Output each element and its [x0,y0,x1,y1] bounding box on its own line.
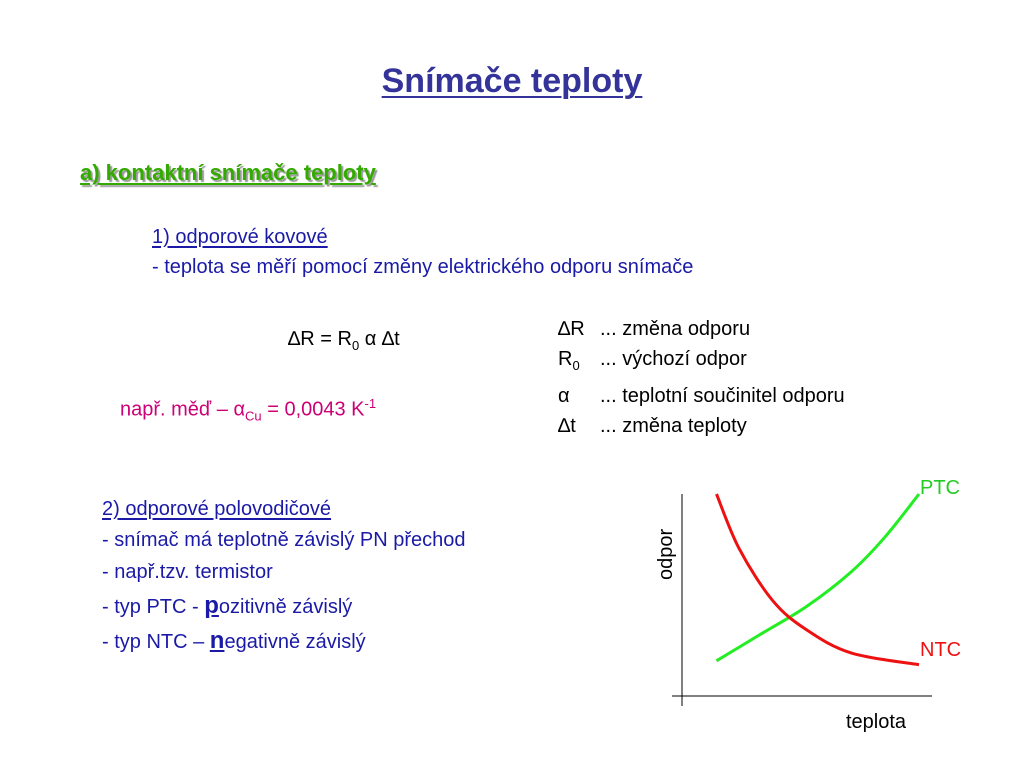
legend-symbol: R [558,348,573,370]
example-alpha: α [233,398,246,421]
semi-line-ptc: - typ PTC - pozitivně závislý [102,592,352,620]
legend-text: ... změna odporu [600,318,751,340]
semi-line-ntc: - typ NTC – negativně závislý [102,627,366,655]
formula-t: t [394,328,400,350]
legend-item: R0 ... výchozí odpor [558,344,845,381]
x-axis-label: teplota [846,711,907,733]
resistance-formula: ∆R = R0 α ∆t [288,328,400,353]
legend-symbol: ∆R [558,318,585,340]
delta-symbol: ∆ [288,328,301,350]
ptc-series-line [715,493,921,663]
example-sup: -1 [364,396,377,411]
legend-symbol: ∆t [558,415,576,437]
ptc-series-label: PTC [920,477,960,499]
example-sub: Cu [245,408,262,424]
formula-lhs: R = R [300,328,352,350]
section-heading-contact: a) kontaktní snímače teploty [80,160,376,185]
example-prefix: např. měď – [120,398,234,421]
legend-text: ... výchozí odpor [600,348,747,370]
thermistor-chart: PTC NTC teplota odpor [655,477,961,733]
legend-symbol: α [558,385,570,407]
symbol-legend: ∆R ... změna odporu R0 ... výchozí odpor α… [558,314,845,441]
example-value: = 0,0043 K [261,398,365,421]
ntc-series-label: NTC [920,639,961,661]
ptc-prefix: - typ PTC - [102,596,205,618]
legend-sub: 0 [572,358,580,373]
ptc-rest: ozitivně závislý [218,596,353,618]
legend-item: ∆R ... změna odporu [558,314,845,344]
semi-heading: 2) odporové polovodičové [102,498,332,520]
legend-item: ∆t ... změna teploty [558,411,845,441]
legend-item: α ... teplotní součinitel odporu [558,381,845,411]
metal-description: - teplota se měří pomocí změny elektrick… [152,256,694,278]
page-title: Snímače teploty [381,62,643,100]
semi-line-thermistor: - např.tzv. termistor [102,561,273,583]
ntc-series-line [715,493,920,667]
legend-text: ... změna teploty [600,415,747,437]
legend-text: ... teplotní součinitel odporu [600,385,845,407]
semi-line-pn: - snímač má teplotně závislý PN přechod [102,529,466,551]
ptc-letter: p [204,592,219,619]
metal-heading: 1) odporové kovové [152,226,328,248]
y-axis-label: odpor [655,529,677,580]
delta-symbol-t: ∆ [381,328,395,350]
ntc-letter: n [209,627,225,654]
alpha-symbol: α [364,328,377,350]
ntc-prefix: - typ NTC – [102,631,210,653]
copper-example: např. měď – αCu = 0,0043 K-1 [120,396,376,424]
formula-sub-zero: 0 [351,338,360,353]
ntc-rest: egativně závislý [224,631,366,653]
